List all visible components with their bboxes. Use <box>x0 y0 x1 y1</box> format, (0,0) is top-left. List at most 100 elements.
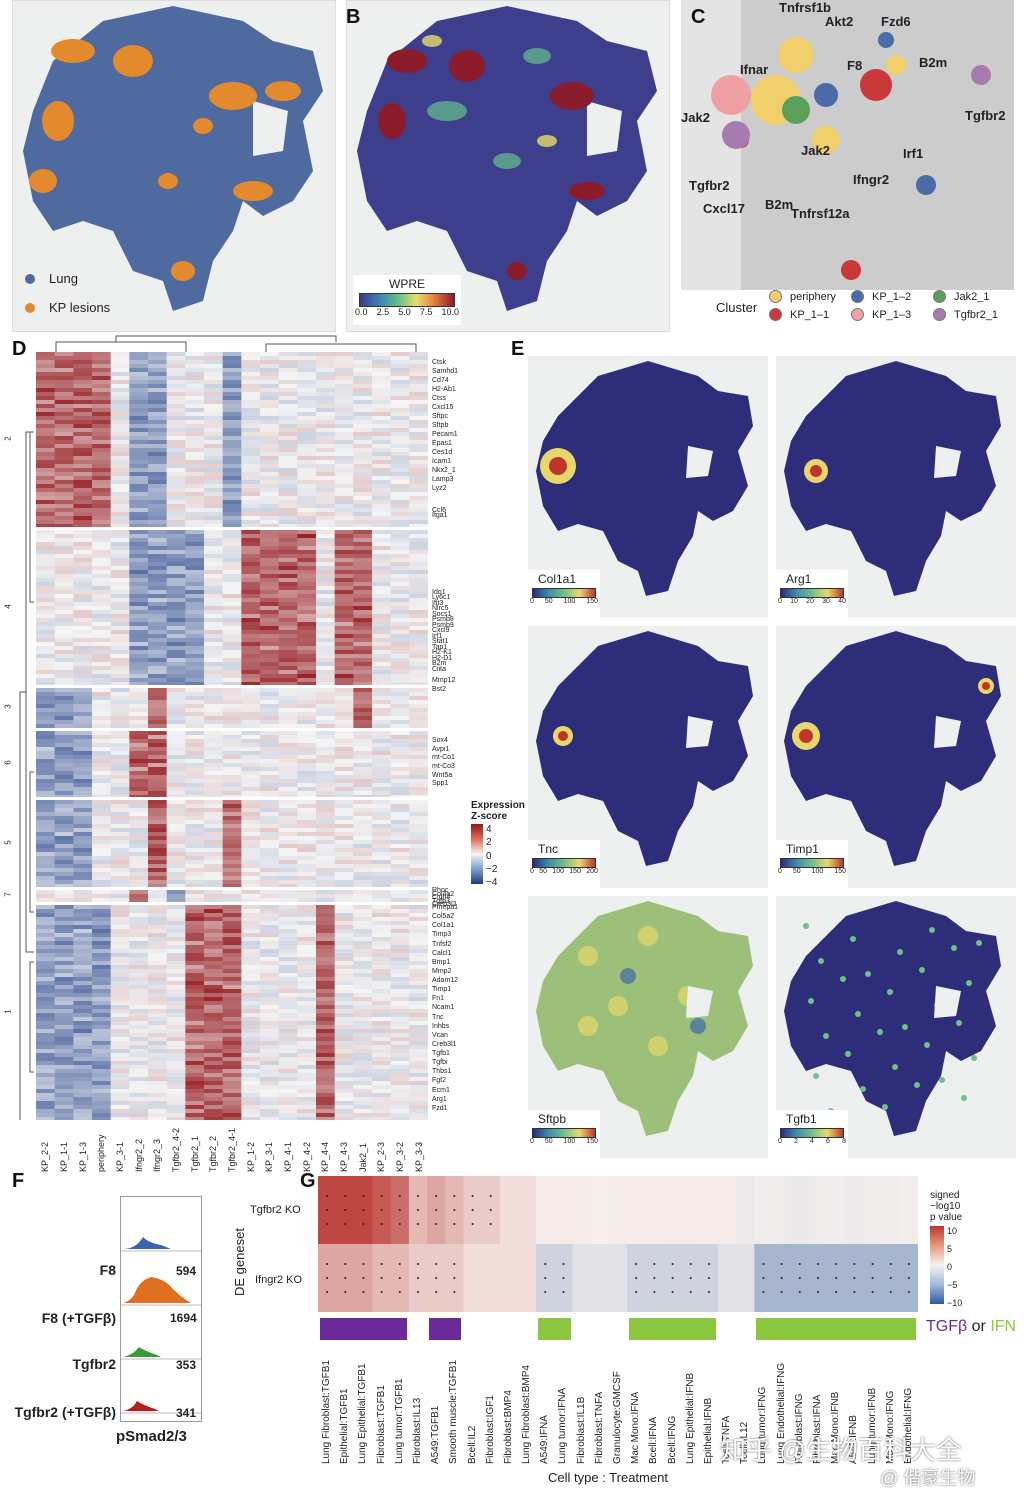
heatmap-cell <box>166 716 186 721</box>
heatmap-cell <box>73 929 93 934</box>
heatmap-cell <box>185 1113 205 1118</box>
heatmap-cell <box>110 520 130 525</box>
heatmap-cell <box>166 1117 186 1122</box>
heatmap-cell <box>409 1021 429 1026</box>
heatmap-cell <box>92 894 112 899</box>
heatmap-cell <box>54 771 74 776</box>
heatmap-cell <box>73 997 93 1002</box>
g-heatmap-cell <box>772 1176 792 1244</box>
heatmap-cell <box>222 751 242 756</box>
heatmap-cell <box>278 546 298 551</box>
heatmap-cell <box>334 488 354 493</box>
heatmap-cell <box>409 1017 429 1022</box>
heatmap-cell <box>316 1065 336 1070</box>
gene-map-gradient <box>532 588 596 598</box>
heatmap-cell <box>204 642 224 647</box>
heatmap-cell <box>148 1057 168 1062</box>
significance-dot <box>398 1223 401 1225</box>
heatmap-cell <box>241 1093 261 1098</box>
heatmap-cell <box>353 476 373 481</box>
heatmap-cell <box>204 917 224 922</box>
heatmap-cell <box>204 500 224 505</box>
heatmap-cell <box>409 562 429 567</box>
heatmap-cell <box>166 630 186 635</box>
heatmap-cell <box>204 444 224 449</box>
gene-label: Spp1 <box>432 780 449 788</box>
heatmap-cell <box>166 448 186 453</box>
heatmap-cell <box>278 364 298 369</box>
heatmap-cell <box>353 1045 373 1050</box>
heatmap-cell <box>297 380 317 385</box>
heatmap-cell <box>353 420 373 425</box>
significance-dot <box>762 1291 765 1293</box>
heatmap-cell <box>73 1109 93 1114</box>
heatmap-cell <box>148 981 168 986</box>
heatmap-cell <box>297 594 317 599</box>
heatmap-cell <box>409 1033 429 1038</box>
heatmap-cell <box>54 787 74 792</box>
heatmap-cell <box>129 868 149 873</box>
heatmap-cell <box>409 364 429 369</box>
heatmap-cell <box>222 1061 242 1066</box>
heatmap-cell <box>316 965 336 970</box>
heatmap-cell <box>129 630 149 635</box>
heatmap-cell <box>260 731 280 736</box>
heatmap-cell <box>334 808 354 813</box>
heatmap-cell <box>316 981 336 986</box>
heatmap-cell <box>241 909 261 914</box>
heatmap-cell <box>241 1001 261 1006</box>
heatmap-cell <box>334 759 354 764</box>
heatmap-cell <box>278 836 298 841</box>
heatmap-cell <box>316 1105 336 1110</box>
heatmap-cell <box>129 921 149 926</box>
heatmap-cell <box>409 937 429 942</box>
heatmap-cell <box>185 492 205 497</box>
heatmap-cell <box>316 937 336 942</box>
heatmap-cell <box>409 542 429 547</box>
heatmap-cell <box>372 973 392 978</box>
heatmap-cell <box>204 860 224 865</box>
heatmap-cell <box>316 692 336 697</box>
heatmap-cell <box>260 622 280 627</box>
heatmap-cell <box>222 720 242 725</box>
heatmap-cell <box>260 436 280 441</box>
cluster-legend-label: KP_1–1 <box>790 308 830 321</box>
heatmap-cell <box>316 816 336 821</box>
heatmap-cell <box>390 808 410 813</box>
heatmap-cell <box>185 436 205 441</box>
heatmap-cell <box>241 658 261 663</box>
heatmap-cell <box>390 1053 410 1058</box>
expression-spot <box>813 1073 819 1079</box>
heatmap-cell <box>222 666 242 671</box>
heatmap-cell <box>166 360 186 365</box>
heatmap-cell <box>222 352 242 357</box>
heatmap-cell <box>54 1053 74 1058</box>
heatmap-cell <box>390 1021 410 1026</box>
heatmap-cell <box>148 520 168 525</box>
heatmap-cell <box>316 898 336 903</box>
gene-label: Tgfbr2 <box>689 178 730 193</box>
heatmap-cell <box>36 578 56 583</box>
or-caption: or <box>967 1318 991 1335</box>
heatmap-cell <box>297 743 317 748</box>
heatmap-cell <box>409 650 429 655</box>
heatmap-cell <box>204 484 224 489</box>
significance-dot <box>344 1195 347 1197</box>
heatmap-cell <box>54 610 74 615</box>
heatmap-cell <box>297 969 317 974</box>
heatmap-cell <box>372 1065 392 1070</box>
heatmap-cell <box>241 989 261 994</box>
heatmap-cell <box>166 578 186 583</box>
heatmap-cell <box>204 989 224 994</box>
heatmap-cell <box>73 558 93 563</box>
heatmap-cell <box>372 791 392 796</box>
heatmap-cell <box>204 743 224 748</box>
heatmap-cell <box>148 743 168 748</box>
heatmap-cell <box>372 708 392 713</box>
heatmap-cell <box>260 1017 280 1022</box>
heatmap-cell <box>297 977 317 982</box>
heatmap-cell <box>185 933 205 938</box>
heatmap-cell <box>409 634 429 639</box>
heatmap-cell <box>54 808 74 813</box>
heatmap-cell <box>204 1037 224 1042</box>
